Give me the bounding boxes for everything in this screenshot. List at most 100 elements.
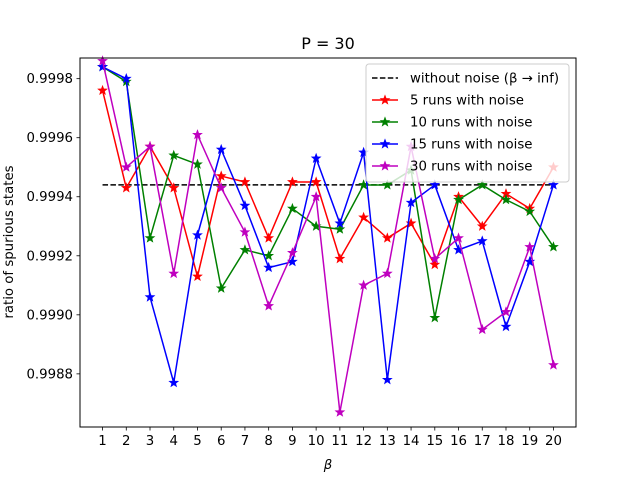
series-line xyxy=(102,66,555,319)
data-point xyxy=(287,202,298,214)
data-point xyxy=(239,199,251,211)
x-tick-label: 10 xyxy=(308,434,325,449)
data-point xyxy=(192,270,203,282)
legend-label: without noise (β → inf) xyxy=(410,72,559,87)
data-point xyxy=(144,232,156,243)
data-point xyxy=(310,191,322,202)
data-point xyxy=(168,267,180,279)
data-point xyxy=(97,84,108,96)
data-point xyxy=(120,73,132,84)
legend-entry: 30 runs with noise xyxy=(372,160,532,175)
data-point xyxy=(310,152,322,163)
data-point xyxy=(168,377,180,388)
data-point xyxy=(120,161,132,172)
y-tick-label: 0.9998 xyxy=(26,72,73,87)
data-point xyxy=(548,179,559,190)
data-point xyxy=(215,182,227,193)
x-tick-label: 19 xyxy=(521,434,538,449)
data-point xyxy=(192,229,203,240)
legend-swatch-marker xyxy=(379,160,391,171)
data-point xyxy=(239,226,251,237)
legend-entry: without noise (β → inf) xyxy=(372,72,559,87)
data-point xyxy=(334,223,346,234)
data-point xyxy=(168,182,180,193)
data-point xyxy=(429,258,441,270)
data-point xyxy=(192,158,203,169)
data-point xyxy=(381,267,393,279)
series-layer xyxy=(97,55,559,417)
series-3 xyxy=(97,61,559,388)
data-point xyxy=(334,406,346,417)
x-tick-label: 1 xyxy=(98,434,106,449)
data-point xyxy=(97,61,108,72)
data-point xyxy=(215,170,227,181)
legend-label: 10 runs with noise xyxy=(410,116,532,131)
data-point xyxy=(287,176,298,187)
x-tick-label: 16 xyxy=(450,434,467,449)
x-tick-label: 6 xyxy=(217,434,225,449)
legend-box xyxy=(365,63,570,183)
y-tick-label: 0.9996 xyxy=(26,131,73,146)
data-point xyxy=(405,217,417,228)
x-tick-label: 15 xyxy=(426,434,443,449)
series-line xyxy=(101,90,555,278)
data-point xyxy=(239,244,251,255)
data-point xyxy=(381,179,393,190)
data-point xyxy=(263,300,275,311)
data-point xyxy=(263,261,275,273)
data-point xyxy=(453,194,464,205)
x-tick-label: 11 xyxy=(331,434,348,449)
data-point xyxy=(144,140,156,152)
x-tick-label: 20 xyxy=(545,434,562,449)
data-point xyxy=(429,253,441,264)
data-point xyxy=(120,182,132,193)
x-tick-label: 18 xyxy=(498,434,515,449)
data-point xyxy=(476,323,488,335)
data-point xyxy=(429,179,441,190)
data-point xyxy=(453,232,464,243)
data-point xyxy=(263,250,275,261)
data-point xyxy=(548,359,559,370)
data-point xyxy=(215,143,227,155)
legend-label: 15 runs with noise xyxy=(410,138,532,153)
data-point xyxy=(310,176,322,187)
data-point xyxy=(405,196,417,208)
data-point xyxy=(476,235,488,246)
chart-title: P = 30 xyxy=(301,34,355,53)
x-tick-label: 3 xyxy=(146,434,154,449)
legend-entry: 15 runs with noise xyxy=(372,138,532,153)
y-axis-ticks: 0.9988 0.9990 0.9992 0.9994 0.9996 0.9998 xyxy=(26,72,80,382)
data-point xyxy=(524,241,536,252)
data-point xyxy=(215,282,227,293)
data-point xyxy=(287,247,298,258)
x-tick-label: 14 xyxy=(403,434,420,449)
data-point xyxy=(476,220,488,231)
legend-swatch-marker xyxy=(379,138,391,149)
data-point xyxy=(239,176,251,187)
data-point xyxy=(500,194,512,205)
series-line xyxy=(101,60,555,413)
data-point xyxy=(334,217,346,228)
x-tick-label: 17 xyxy=(474,434,491,449)
x-tick-label: 12 xyxy=(355,434,372,449)
data-point xyxy=(144,291,156,302)
data-point xyxy=(500,320,512,332)
y-tick-label: 0.9994 xyxy=(26,190,73,205)
x-tick-label: 7 xyxy=(241,434,249,449)
y-tick-label: 0.9988 xyxy=(26,367,73,382)
data-point xyxy=(500,306,512,317)
data-point xyxy=(381,374,393,385)
legend-entry: 10 runs with noise xyxy=(372,116,532,131)
y-tick-label: 0.9990 xyxy=(26,308,73,323)
legend-entry: 5 runs with noise xyxy=(372,94,524,109)
data-point xyxy=(263,232,275,243)
x-tick-label: 13 xyxy=(379,434,396,449)
series-4 xyxy=(97,55,559,417)
x-tick-label: 9 xyxy=(288,434,296,449)
series-line xyxy=(102,66,555,384)
legend-label: 5 runs with noise xyxy=(410,94,524,109)
legend-label: 30 runs with noise xyxy=(410,160,532,175)
data-point xyxy=(548,241,559,252)
y-axis-label: ratio of spurious states xyxy=(2,165,17,318)
